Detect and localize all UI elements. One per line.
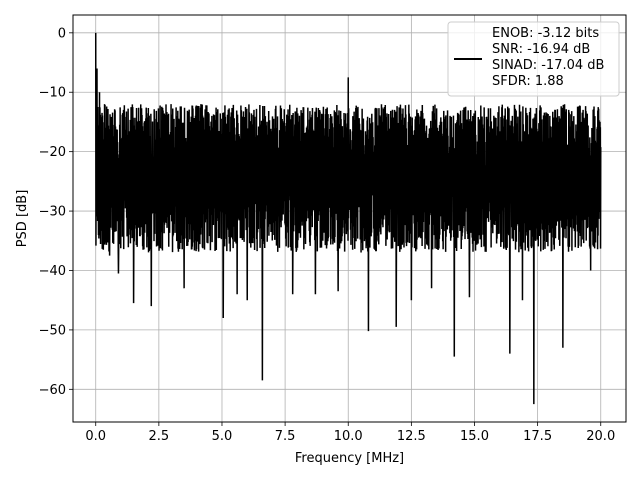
y-tick-label: −40 xyxy=(39,264,66,279)
x-tick-label: 20.0 xyxy=(586,429,615,444)
y-tick-label: −30 xyxy=(39,205,66,220)
legend-sinad: SINAD: -17.04 dB xyxy=(492,58,604,73)
x-tick-label: 15.0 xyxy=(460,429,489,444)
x-tick-label: 10.0 xyxy=(334,429,363,444)
x-tick-label: 0.0 xyxy=(85,429,106,444)
y-axis-label: PSD [dB] xyxy=(15,190,30,248)
x-tick-label: 17.5 xyxy=(523,429,552,444)
legend: ENOB: -3.12 bits SNR: -16.94 dB SINAD: -… xyxy=(447,21,620,97)
x-tick-label: 2.5 xyxy=(149,429,170,444)
x-tick-label: 12.5 xyxy=(397,429,426,444)
x-tick-label: 5.0 xyxy=(212,429,233,444)
y-tick-label: −10 xyxy=(39,86,66,101)
ticks: 0.0 2.5 5.0 7.5 10.0 12.5 15.0 17.5 20.0 0 −10 −20 −… xyxy=(39,26,616,444)
x-tick-label: 7.5 xyxy=(275,429,296,444)
legend-box xyxy=(447,21,620,97)
legend-enob: ENOB: -3.12 bits xyxy=(492,26,599,41)
y-tick-label: −50 xyxy=(39,323,66,338)
plot-area xyxy=(94,32,602,405)
psd-line xyxy=(94,32,602,405)
y-tick-label: 0 xyxy=(58,26,66,41)
legend-snr: SNR: -16.94 dB xyxy=(492,42,590,57)
legend-sfdr: SFDR: 1.88 xyxy=(492,74,564,89)
y-tick-label: −60 xyxy=(39,383,66,398)
y-tick-label: −20 xyxy=(39,145,66,160)
x-axis-label: Frequency [MHz] xyxy=(295,451,404,466)
axes-frame xyxy=(72,14,627,423)
